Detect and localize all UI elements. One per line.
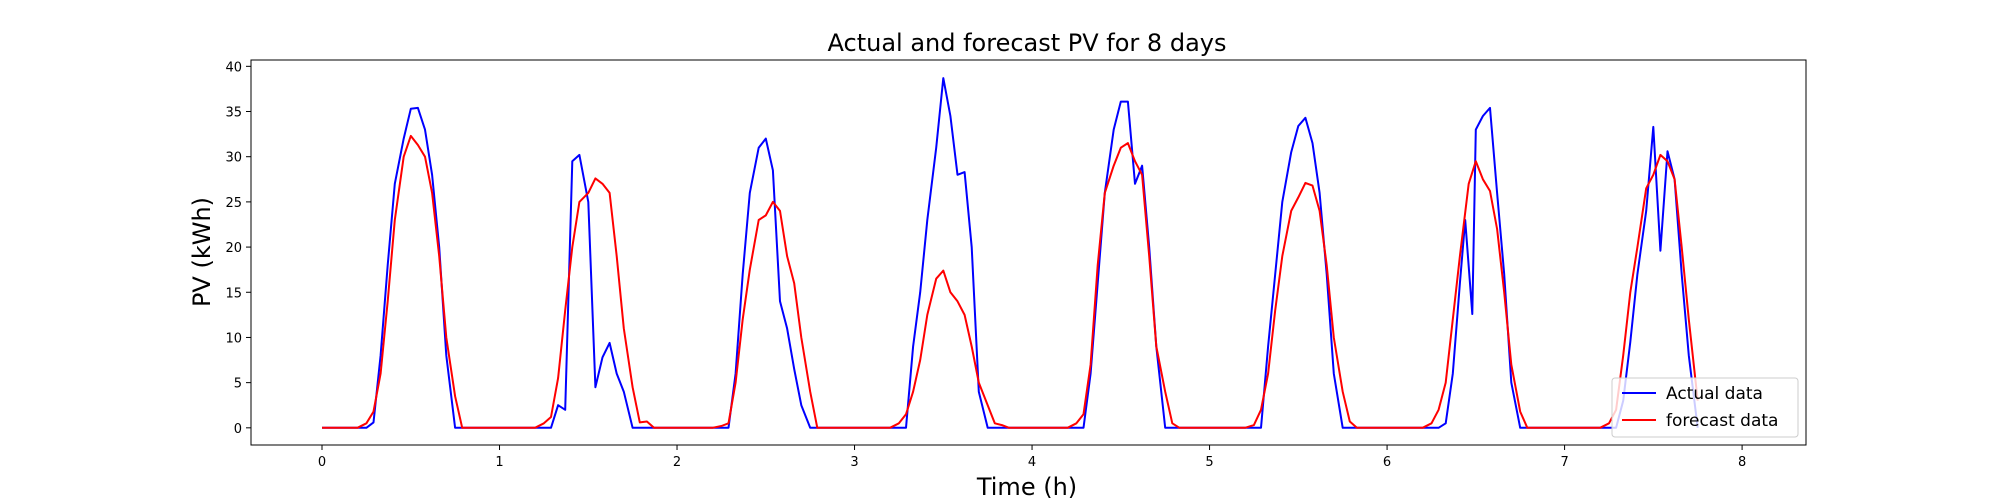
legend-label-actual: Actual data [1666,384,1763,404]
x-tick-label: 5 [1205,455,1213,470]
y-tick-label: 5 [234,377,242,392]
x-tick-label: 8 [1738,455,1746,470]
y-axis-label: PV (kWh) [188,197,216,307]
x-tick-label: 7 [1560,455,1568,470]
y-axis-ticks: 0 5 10 15 20 25 30 35 40 [225,60,251,437]
series-line-forecast [322,134,1699,429]
x-tick-label: 3 [850,455,858,470]
y-tick-label: 15 [225,286,242,301]
plot-frame [250,59,1807,446]
y-tick-label: 20 [225,241,242,256]
y-tick-label: 0 [234,422,242,437]
x-tick-label: 1 [495,455,503,470]
y-tick-label: 25 [225,196,242,211]
y-tick-label: 10 [225,331,242,346]
y-tick-label: 30 [225,151,242,166]
legend-label-forecast: forecast data [1666,411,1778,431]
chart-title: Actual and forecast PV for 8 days [828,29,1227,57]
x-tick-label: 2 [673,455,681,470]
y-tick-label: 40 [225,60,242,75]
y-tick-label: 35 [225,106,242,121]
x-tick-label: 6 [1383,455,1391,470]
x-axis-ticks: 0 1 2 3 4 5 6 7 8 [318,445,1746,470]
series-layer [322,77,1699,429]
x-tick-label: 4 [1028,455,1036,470]
legend: Actual data forecast data [1611,377,1799,438]
legend-box [1611,377,1799,438]
x-axis-label: Time (h) [976,473,1077,500]
plot-area: 0 1 2 3 4 5 6 7 8 0 5 10 15 20 25 30 35 40 [225,59,1807,470]
x-tick-label: 0 [318,455,326,470]
